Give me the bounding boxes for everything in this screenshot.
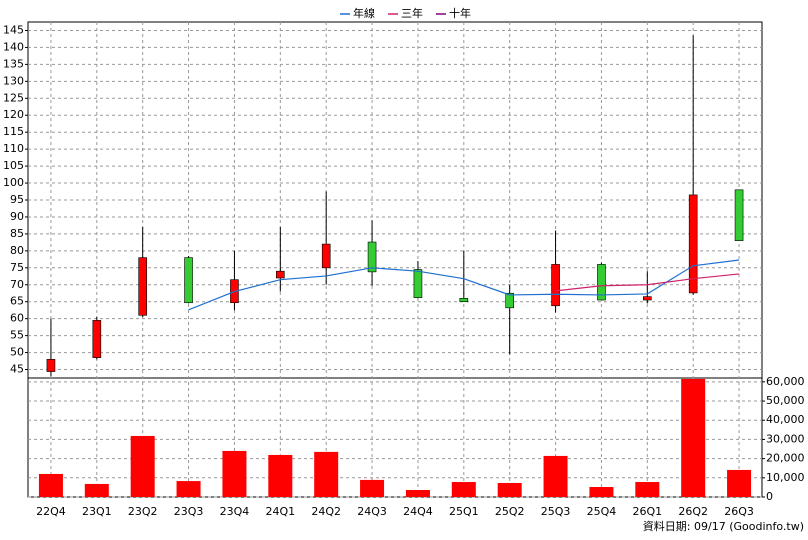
candle-body — [276, 270, 285, 279]
y-tick-label: 45 — [10, 363, 24, 376]
y-tick-label: 105 — [3, 159, 24, 172]
x-tick-label: 24Q2 — [311, 505, 341, 518]
y-tick-label: 50 — [10, 346, 24, 359]
ma-line — [555, 273, 740, 292]
legend-label: 三年 — [401, 6, 423, 20]
x-tick-label: 25Q1 — [449, 505, 479, 518]
y-tick-label: 75 — [10, 261, 24, 274]
candle-body — [597, 264, 606, 301]
y-tick-label: 10,000 — [766, 471, 805, 484]
candle-body — [138, 257, 147, 316]
plot-frame — [27, 21, 763, 498]
x-tick-label: 26Q1 — [632, 505, 662, 518]
y-tick-label: 30,000 — [766, 432, 805, 445]
candle-body — [413, 269, 423, 298]
y-tick-label: 100 — [3, 176, 24, 189]
candle-body — [643, 296, 652, 301]
x-tick-label: 22Q4 — [36, 505, 66, 518]
candle-body — [46, 359, 56, 372]
legend-label: 年線 — [353, 6, 375, 20]
legend-label: 十年 — [449, 6, 471, 20]
y-tick-label: 85 — [10, 227, 24, 240]
volume-bar — [130, 435, 155, 497]
y-tick-label: 130 — [3, 74, 24, 87]
volume-bar — [589, 487, 614, 497]
y-tick-label: 50,000 — [766, 394, 805, 407]
y-tick-label: 135 — [3, 57, 24, 70]
candle-body — [734, 189, 744, 241]
volume-bar — [314, 451, 339, 497]
y-tick-label: 90 — [10, 210, 24, 223]
volume-bar — [543, 455, 568, 497]
y-tick-label: 110 — [3, 142, 24, 155]
volume-bar — [727, 469, 752, 497]
candle-body — [505, 292, 514, 309]
x-tick-label: 26Q3 — [724, 505, 754, 518]
volume-bar — [38, 473, 63, 497]
volume-bar — [360, 479, 385, 497]
y-tick-label: 65 — [10, 295, 24, 308]
x-tick-label: 25Q4 — [587, 505, 617, 518]
volume-bar — [222, 450, 247, 497]
volume-bar — [497, 482, 522, 497]
volume-bar — [681, 378, 706, 497]
candle-body — [688, 194, 698, 294]
y-tick-label: 115 — [3, 125, 24, 138]
x-tick-label: 23Q2 — [128, 505, 158, 518]
candle-body — [321, 243, 331, 269]
volume-bar — [405, 489, 430, 497]
y-tick-label: 70 — [10, 278, 24, 291]
y-tick-label: 80 — [10, 244, 24, 257]
volume-bar — [84, 483, 109, 497]
y-tick-label: 95 — [10, 193, 24, 206]
x-tick-label: 24Q3 — [357, 505, 387, 518]
y-tick-label: 20,000 — [766, 452, 805, 465]
x-tick-label: 25Q2 — [495, 505, 525, 518]
x-tick-label: 23Q4 — [220, 505, 250, 518]
x-tick-label: 23Q3 — [174, 505, 204, 518]
y-tick-label: 40,000 — [766, 413, 805, 426]
volume-bar — [451, 482, 476, 497]
y-tick-label: 125 — [3, 91, 24, 104]
x-tick-label: 23Q1 — [82, 505, 112, 518]
candle-body — [551, 264, 560, 307]
volume-bar — [176, 481, 201, 497]
candle-body — [184, 257, 193, 304]
volume-bar — [635, 482, 660, 497]
y-tick-label: 55 — [10, 329, 24, 342]
x-tick-label: 24Q1 — [265, 505, 295, 518]
y-tick-label: 140 — [3, 40, 24, 53]
ma-line — [188, 259, 740, 311]
y-tick-label: 0 — [766, 490, 773, 503]
volume-bar — [268, 454, 293, 497]
y-tick-label: 60,000 — [766, 375, 805, 388]
x-tick-label: 24Q4 — [403, 505, 433, 518]
candle-body — [459, 298, 469, 303]
y-tick-label: 120 — [3, 108, 24, 121]
candle-body — [92, 320, 102, 358]
footer: 資料日期: 09/17 (Goodinfo.tw) — [643, 519, 804, 533]
y-tick-label: 145 — [3, 23, 24, 36]
y-tick-label: 60 — [10, 312, 24, 325]
x-tick-label: 26Q2 — [678, 505, 708, 518]
candle-body — [367, 241, 377, 273]
x-tick-label: 25Q3 — [541, 505, 571, 518]
